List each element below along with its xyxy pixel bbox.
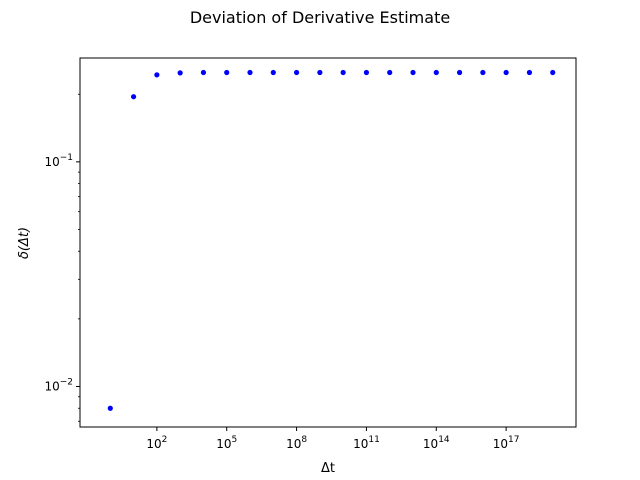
data-point bbox=[503, 69, 509, 76]
y-tick-base: 10 bbox=[44, 155, 59, 169]
data-point bbox=[410, 69, 416, 76]
y-axis-label: δ(Δt) bbox=[17, 227, 32, 259]
x-tick-exponent: 5 bbox=[231, 435, 237, 445]
x-tick-label: 1017 bbox=[493, 435, 520, 451]
data-point bbox=[363, 69, 370, 76]
x-tick-base: 10 bbox=[493, 437, 508, 451]
x-axis-ticks: 102 105 108 1011 1014 1017 bbox=[146, 427, 520, 451]
data-point bbox=[456, 69, 463, 76]
data-point bbox=[480, 69, 486, 76]
data-point bbox=[130, 94, 137, 100]
data-point bbox=[177, 70, 183, 76]
x-axis-label: Δt bbox=[321, 461, 335, 476]
data-points bbox=[107, 69, 556, 411]
x-tick-exponent: 2 bbox=[162, 435, 168, 445]
data-point bbox=[154, 72, 160, 78]
data-point bbox=[433, 69, 439, 76]
data-point bbox=[550, 69, 556, 76]
data-point bbox=[107, 405, 113, 411]
y-axis-ticks: 10−210−1 bbox=[44, 153, 80, 393]
x-tick-base: 10 bbox=[353, 437, 368, 451]
y-tick-base: 10 bbox=[44, 379, 59, 393]
y-tick-label: 10−2 bbox=[44, 377, 73, 393]
data-point bbox=[317, 69, 323, 76]
x-tick-base: 10 bbox=[423, 437, 438, 451]
x-tick-label: 1014 bbox=[423, 435, 450, 451]
data-point bbox=[224, 69, 230, 76]
data-point bbox=[340, 69, 346, 76]
plot-frame bbox=[79, 57, 577, 428]
x-tick-label: 108 bbox=[286, 435, 307, 451]
x-tick-base: 10 bbox=[146, 437, 161, 451]
data-point bbox=[526, 69, 533, 76]
data-point bbox=[247, 69, 253, 76]
data-point bbox=[270, 69, 276, 76]
x-tick-label: 102 bbox=[146, 435, 167, 451]
x-tick-base: 10 bbox=[216, 437, 231, 451]
data-point bbox=[387, 69, 393, 76]
x-tick-base: 10 bbox=[286, 437, 301, 451]
x-tick-exponent: 8 bbox=[301, 435, 307, 445]
chart-title: Deviation of Derivative Estimate bbox=[190, 8, 450, 27]
x-tick-exponent: 17 bbox=[508, 435, 519, 445]
x-tick-exponent: 14 bbox=[438, 435, 450, 445]
x-tick-label: 105 bbox=[216, 435, 237, 451]
data-point bbox=[200, 69, 207, 76]
y-tick-label: 10−1 bbox=[44, 153, 73, 169]
y-tick-exponent: −1 bbox=[60, 153, 73, 163]
x-tick-exponent: 11 bbox=[368, 435, 379, 445]
y-tick-exponent: −2 bbox=[60, 377, 73, 387]
data-point bbox=[293, 69, 300, 76]
x-tick-label: 1011 bbox=[353, 435, 380, 451]
